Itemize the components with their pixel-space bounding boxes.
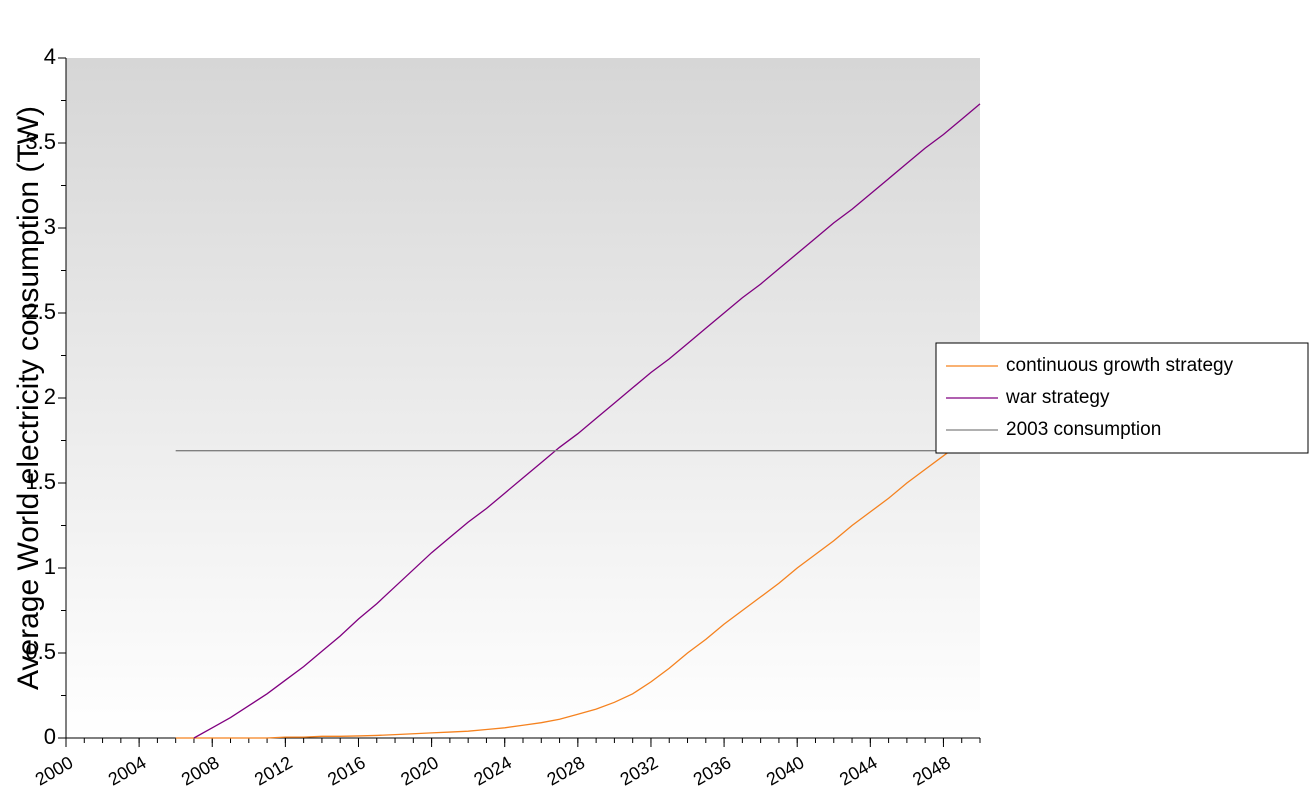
x-tick-label: 2028 (544, 752, 589, 789)
legend-label: war strategy (1005, 387, 1110, 408)
y-tick-label: 0.5 (25, 639, 56, 664)
y-tick-label: 0 (44, 724, 56, 749)
x-tick-label: 2048 (909, 752, 954, 789)
x-tick-label: 2044 (836, 752, 881, 789)
series-line (193, 103, 981, 739)
y-tick-label: 2.5 (25, 299, 56, 324)
x-tick-label: 2020 (397, 752, 442, 789)
x-tick-label: 2032 (617, 752, 662, 789)
legend: continuous growth strategy war strategy 20… (935, 342, 1309, 454)
y-tick-label: 2 (44, 384, 56, 409)
y-axis-title: Average World electricity consumption (T… (12, 106, 45, 690)
legend-label: continuous growth strategy (1006, 355, 1234, 376)
y-tick-label: 3 (44, 214, 56, 239)
y-tick-label: 4 (44, 44, 56, 69)
y-tick-label: 3.5 (25, 129, 56, 154)
y-tick-label: 1.5 (25, 469, 56, 494)
y-tick-label: 1 (44, 554, 56, 579)
x-tick-label: 2040 (763, 752, 808, 789)
x-tick-label: 2012 (251, 752, 296, 789)
x-tick-label: 2036 (690, 752, 735, 789)
x-tick-label: 2008 (178, 752, 223, 789)
x-tick-label: 2004 (105, 752, 150, 789)
legend-label: 2003 consumption (1006, 419, 1161, 440)
x-tick-label: 2024 (470, 752, 515, 789)
series-line (175, 428, 981, 739)
x-tick-label: 2016 (324, 752, 369, 789)
plot-area (66, 58, 980, 738)
x-tick-label: 2000 (32, 752, 77, 789)
